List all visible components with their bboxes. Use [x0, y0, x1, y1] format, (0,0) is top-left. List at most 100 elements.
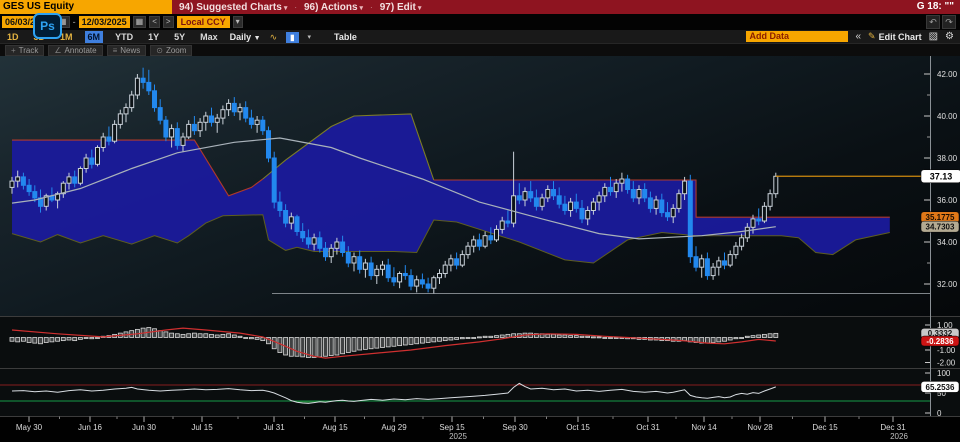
period-button-max[interactable]: Max: [200, 32, 218, 42]
collapse-panel-icon[interactable]: «: [855, 31, 862, 42]
add-data-input[interactable]: Add Data: [746, 31, 849, 42]
svg-text:1.00: 1.00: [937, 321, 953, 330]
zoom-icon: ⊙: [156, 46, 163, 55]
svg-text:65.2536: 65.2536: [926, 383, 955, 392]
tool-track[interactable]: + Track: [5, 45, 45, 56]
svg-text:-1.00: -1.00: [937, 346, 956, 355]
gear-icon[interactable]: ⚙: [945, 31, 954, 42]
period-buttons: 1D3D1M6MYTD1Y5YMaxDaily ▼∿▮▾Table: [4, 31, 357, 43]
title-bar: GES US Equity 94) Suggested Charts ▾ · 96) …: [0, 0, 960, 14]
menu-edit[interactable]: 97) Edit ▾: [379, 1, 422, 13]
date-to-field[interactable]: 12/03/2025: [78, 16, 130, 28]
annotate-icon: ∠: [54, 46, 62, 55]
line-chart-icon[interactable]: ∿: [269, 31, 278, 42]
macd-line: [11, 327, 776, 359]
tool-annotate[interactable]: ∠ Annotate: [48, 45, 103, 56]
svg-text:Dec 15: Dec 15: [812, 423, 838, 432]
chart-tools-bar: + Track ∠ Annotate ≡ News ⊙ Zoom: [0, 44, 960, 56]
tool-news[interactable]: ≡ News: [106, 45, 147, 56]
svg-text:Aug 15: Aug 15: [322, 423, 348, 432]
menu-separator: ·: [294, 2, 297, 12]
svg-text:38.00: 38.00: [937, 154, 958, 163]
chevron-down-icon: ▼: [253, 35, 261, 42]
svg-text:Jun 30: Jun 30: [132, 423, 157, 432]
senkou-a-line: [12, 139, 264, 197]
period-button-1m[interactable]: 1M: [60, 32, 73, 42]
pencil-icon: ✎: [868, 31, 876, 41]
rsi-panel[interactable]: [0, 368, 960, 416]
time-axis-labels: May 30 Jun 16 Jun 30 Jul 15 Jul 31 Aug 15 Aug …: [16, 416, 908, 441]
svg-text:0.3332: 0.3332: [928, 329, 953, 338]
edit-chart-button[interactable]: ✎ Edit Chart: [868, 31, 922, 42]
chevron-down-icon: ▾: [283, 4, 288, 12]
candlestick-chart-icon[interactable]: ▮: [286, 31, 299, 43]
svg-text:34.7303: 34.7303: [926, 223, 955, 232]
svg-text:Aug 29: Aug 29: [381, 423, 407, 432]
svg-text:42.00: 42.00: [937, 70, 958, 79]
svg-text:Dec 31: Dec 31: [880, 423, 906, 432]
calendar-icon[interactable]: ▦: [132, 16, 147, 28]
period-button-5y[interactable]: 5Y: [174, 32, 186, 42]
period-button-1y[interactable]: 1Y: [148, 32, 160, 42]
cloud-fill: [12, 113, 890, 264]
currency-select[interactable]: Local CCY: [176, 16, 230, 28]
svg-text:50: 50: [937, 389, 946, 398]
svg-text:Jul 15: Jul 15: [191, 423, 213, 432]
next-period-button[interactable]: >: [162, 16, 174, 28]
svg-text:32.00: 32.00: [937, 280, 958, 289]
senkou-b-line: [262, 113, 435, 181]
period-toolbar: 1D3D1M6MYTD1Y5YMaxDaily ▼∿▮▾Table Add Da…: [0, 30, 960, 44]
crosshair-icon: +: [11, 46, 16, 55]
rsi-badge: 65.2536: [920, 381, 960, 393]
svg-text:Nov 14: Nov 14: [691, 423, 717, 432]
svg-text:36.00: 36.00: [937, 196, 958, 205]
svg-text:-2.00: -2.00: [937, 359, 956, 368]
svg-text:Sep 15: Sep 15: [439, 423, 465, 432]
date-range-separator: -: [72, 17, 76, 27]
table-button[interactable]: Table: [334, 32, 357, 42]
svg-text:35.1775: 35.1775: [926, 213, 955, 222]
svg-text:Nov 28: Nov 28: [747, 423, 773, 432]
svg-text:40.00: 40.00: [937, 112, 958, 121]
period-button-1d[interactable]: 1D: [7, 32, 19, 42]
svg-text:34.00: 34.00: [937, 238, 958, 247]
redo-icon[interactable]: ↷: [942, 15, 956, 29]
macd-histogram: [9, 327, 779, 358]
period-button-6m[interactable]: 6M: [84, 31, 104, 43]
function-label: G 18: "": [916, 1, 954, 12]
frequency-select[interactable]: Daily ▼: [229, 32, 261, 42]
chart-canvas[interactable]: 42.0040.0038.0036.0034.0032.001.00-1.00-…: [0, 56, 960, 442]
photoshop-overlay-icon: Ps: [33, 13, 62, 39]
rsi-line: [11, 382, 776, 404]
annotate-chart-icon[interactable]: ▧: [928, 31, 939, 42]
cloud-bottom-line: [11, 214, 890, 264]
undo-icon[interactable]: ↶: [926, 15, 940, 29]
macd-axis: 1.00 -1.00 -2.00: [925, 321, 956, 368]
candles-layer: [9, 67, 779, 294]
senkou-a-line: [433, 179, 890, 218]
moving-average-line: [11, 137, 776, 240]
svg-text:Sep 30: Sep 30: [502, 423, 528, 432]
ticker-field[interactable]: GES US Equity: [0, 0, 172, 14]
svg-text:0: 0: [937, 409, 942, 418]
svg-text:Jul 31: Jul 31: [263, 423, 285, 432]
tool-zoom[interactable]: ⊙ Zoom: [150, 45, 193, 56]
year-label: 2025: [449, 432, 467, 441]
chevron-down-icon: ▾: [359, 4, 364, 12]
currency-caret-icon[interactable]: ▾: [232, 16, 243, 28]
svg-text:Oct 15: Oct 15: [566, 423, 590, 432]
svg-text:-0.2836: -0.2836: [926, 337, 954, 346]
period-button-ytd[interactable]: YTD: [115, 32, 134, 42]
menu-bar: 94) Suggested Charts ▾ · 96) Actions ▾ · 97) E…: [176, 0, 424, 14]
menu-actions[interactable]: 96) Actions ▾: [304, 1, 364, 13]
date-toolbar: 06/03/2025 ▦ - 12/03/2025 ▦ < > Local CC…: [0, 14, 960, 30]
prev-period-button[interactable]: <: [149, 16, 160, 28]
svg-text:37.13: 37.13: [930, 172, 953, 182]
price-badge: 37.13: [920, 169, 960, 184]
svg-text:May 30: May 30: [16, 423, 43, 432]
menu-suggested-charts[interactable]: 94) Suggested Charts ▾: [179, 1, 288, 13]
svg-text:Jun 16: Jun 16: [78, 423, 103, 432]
price-badge: 34.7303: [920, 220, 960, 233]
chevron-down-icon[interactable]: ▾: [307, 34, 312, 41]
menu-separator: ·: [370, 2, 373, 12]
